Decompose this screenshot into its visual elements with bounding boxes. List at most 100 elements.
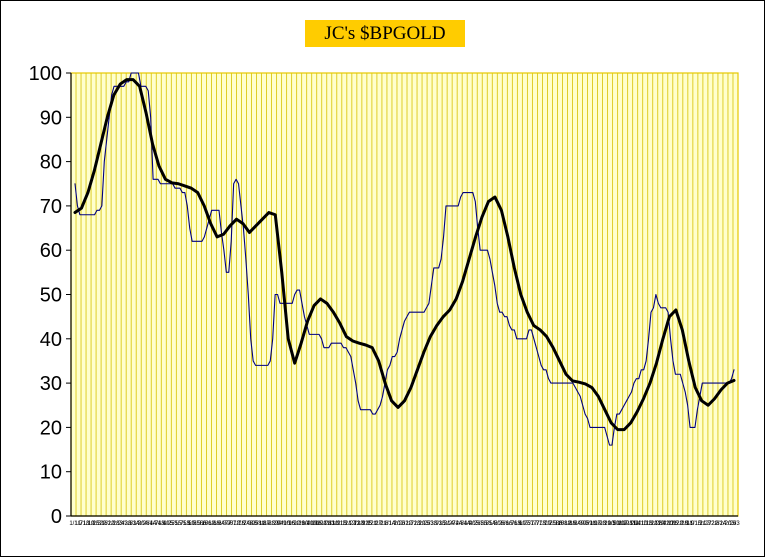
x-tick-label: 11/27 — [342, 521, 357, 527]
x-tick-label: 6/7 — [506, 521, 515, 527]
x-tick-label: 4/1 — [145, 521, 154, 527]
x-tick-label: 5/7 — [175, 521, 184, 527]
x-tick-label: 3/9 — [430, 521, 439, 527]
x-tick-label: 12/9 — [354, 521, 366, 527]
x-tick-label: 5/13 — [178, 521, 190, 527]
x-tick-label: 6/13 — [509, 521, 521, 527]
x-tick-label: 5/8 — [481, 521, 490, 527]
x-tick-label: 7/18 — [233, 521, 245, 527]
x-tick-label: 7/6 — [225, 521, 234, 527]
x-tick-label: 9/23 — [594, 521, 606, 527]
x-tick-label: 6/30 — [218, 521, 230, 527]
x-tick-label: 1/14 — [384, 521, 396, 527]
y-tick-label: 20 — [40, 417, 62, 439]
x-tick-label: 11/21 — [337, 521, 352, 527]
x-tick-label: 3/27 — [444, 521, 456, 527]
x-tick-label: 4/14 — [459, 521, 471, 527]
x-tick-label: 8/23 — [263, 521, 275, 527]
x-tick-label: 6/1 — [501, 521, 510, 527]
x-tick-label: 1/8 — [380, 521, 389, 527]
x-tick-label: 4/20 — [464, 521, 476, 527]
x-tick-label: 12/3 — [349, 521, 361, 527]
x-tick-label: 11/22 — [643, 521, 658, 527]
series-line-smoothed — [73, 78, 736, 432]
x-tick-label: 12/21 — [362, 521, 378, 527]
x-tick-label: 10/23 — [618, 521, 634, 527]
x-tick-label: 10/29 — [623, 521, 639, 527]
x-axis: 1/11/71/131/191/251/312/62/122/182/243/2… — [69, 515, 740, 527]
x-tick-label: 2/20 — [720, 521, 732, 527]
x-tick-label: 6/12 — [203, 521, 215, 527]
x-tick-label: 1/7 — [74, 521, 83, 527]
x-tick-label: 2/13 — [409, 521, 421, 527]
x-tick-label: 11/9 — [329, 521, 341, 527]
x-tick-label: 2/18 — [108, 521, 120, 527]
x-tick-label: 6/6 — [200, 521, 209, 527]
x-tick-label: 10/5 — [604, 521, 616, 527]
x-tick-label: 1/3 — [681, 521, 690, 527]
x-tick-label: 9/17 — [589, 521, 601, 527]
y-tick-label: 60 — [40, 240, 62, 262]
x-tick-label: 5/26 — [494, 521, 506, 527]
x-tick-label: 11/4 — [630, 521, 642, 527]
x-tick-label: 10/22 — [312, 521, 328, 527]
x-tick-label: 2/8 — [711, 521, 720, 527]
x-tick-label: 7/25 — [544, 521, 556, 527]
x-tick-label: 2/6 — [99, 521, 108, 527]
x-tick-label: 1/1 — [69, 521, 78, 527]
y-tick-label: 40 — [40, 329, 62, 351]
x-tick-label: 1/31 — [93, 521, 105, 527]
y-tick-label: 90 — [40, 107, 62, 129]
x-tick-label: 4/26 — [469, 521, 481, 527]
x-tick-label: 6/18 — [208, 521, 220, 527]
x-tick-label: 8/29 — [268, 521, 280, 527]
y-tick-label: 100 — [29, 63, 62, 85]
x-tick-label: 4/7 — [150, 521, 159, 527]
x-tick-label: 6/24 — [213, 521, 225, 527]
y-tick-label: 50 — [40, 285, 62, 307]
x-tick-label: 10/28 — [317, 521, 333, 527]
x-tick-label: 4/19 — [158, 521, 170, 527]
x-tick-label: 9/5 — [581, 521, 590, 527]
x-tick-label: 8/17 — [258, 521, 270, 527]
x-tick-label: 5/20 — [489, 521, 501, 527]
x-tick-label: 9/28 — [293, 521, 305, 527]
x-tick-label: 9/29 — [599, 521, 611, 527]
x-tick-label: 1/15 — [690, 521, 702, 527]
x-tick-label: 11/28 — [648, 521, 663, 527]
x-tick-label: 3/14 — [128, 521, 140, 527]
x-tick-label: 2/25 — [419, 521, 431, 527]
x-tick-label: 9/22 — [288, 521, 300, 527]
x-tick-label: 5/31 — [193, 521, 205, 527]
y-tick-label: 80 — [40, 152, 62, 174]
x-tick-label: 5/25 — [188, 521, 200, 527]
x-tick-label: 12/10 — [658, 521, 674, 527]
series-line-raw — [74, 72, 735, 446]
y-tick-label: 70 — [40, 196, 62, 218]
x-tick-label: 5/1 — [170, 521, 179, 527]
x-tick-label: 1/2 — [375, 521, 384, 527]
x-tick-label: 1/27 — [700, 521, 712, 527]
x-tick-label: 5/2 — [476, 521, 485, 527]
x-tick-label: 7/31 — [549, 521, 561, 527]
x-tick-label: 6/25 — [519, 521, 531, 527]
x-tick-label: 7/24 — [238, 521, 250, 527]
x-tick-label: 8/5 — [250, 521, 259, 527]
x-tick-label: 8/12 — [559, 521, 571, 527]
x-tick-label: 10/16 — [307, 521, 323, 527]
x-tick-label: 12/4 — [654, 521, 666, 527]
x-tick-label: 7/30 — [243, 521, 255, 527]
x-tick-label: 4/13 — [153, 521, 165, 527]
x-tick-label: 2/1 — [400, 521, 409, 527]
x-tick-label: 2/14 — [715, 521, 727, 527]
x-tick-label: 2/12 — [103, 521, 115, 527]
x-tick-label: 11/10 — [633, 521, 648, 527]
x-tick-label: 2/26 — [725, 521, 737, 527]
x-tick-label: 12/28 — [673, 521, 689, 527]
y-tick-label: 30 — [40, 373, 62, 395]
x-tick-label: 3/3 — [731, 521, 740, 527]
x-tick-label: 12/16 — [663, 521, 679, 527]
x-tick-label: 2/24 — [113, 521, 125, 527]
x-tick-label: 8/30 — [574, 521, 586, 527]
x-tick-label: 7/19 — [539, 521, 551, 527]
